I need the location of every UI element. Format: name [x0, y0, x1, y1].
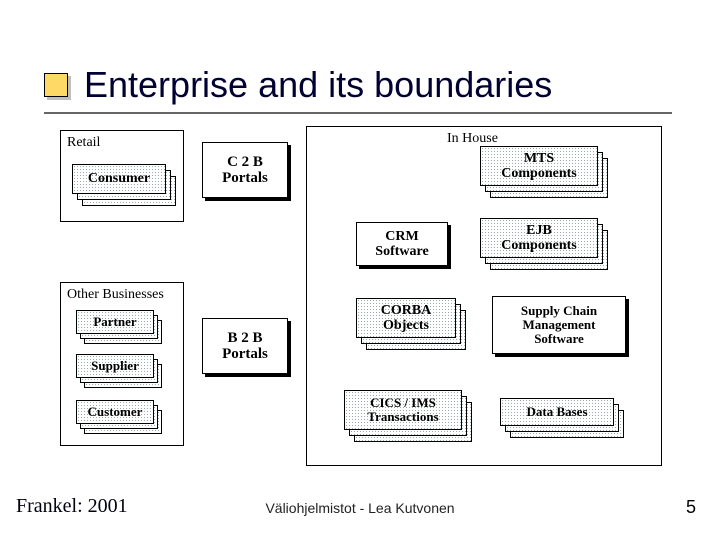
box-supplier-label: Supplier	[91, 359, 139, 373]
box-crm-label: CRM Software	[375, 229, 428, 260]
box-scm-label: Supply Chain Management Software	[521, 304, 597, 347]
box-mts: MTS Components	[480, 146, 608, 202]
box-databases: Data Bases	[500, 398, 626, 442]
box-customer: Customer	[76, 400, 166, 436]
box-c2b-label: C 2 B Portals	[222, 154, 268, 187]
box-databases-label: Data Bases	[526, 405, 587, 419]
slide-title: Enterprise and its boundaries	[84, 64, 552, 106]
box-mts-label: MTS Components	[501, 151, 576, 182]
box-ejb-label: EJB Components	[501, 223, 576, 254]
box-c2b: C 2 B Portals	[202, 142, 288, 198]
box-supplier: Supplier	[76, 354, 166, 390]
group-retail-label: Retail	[67, 135, 100, 151]
box-consumer: Consumer	[72, 164, 172, 214]
box-cics: CICS / IMS Transactions	[344, 390, 474, 446]
box-partner-label: Partner	[93, 315, 136, 329]
group-other-label: Other Businesses	[67, 287, 164, 303]
box-consumer-label: Consumer	[88, 171, 150, 186]
group-inhouse-label: In House	[447, 131, 498, 147]
box-customer-label: Customer	[88, 405, 143, 419]
title-underline	[44, 112, 672, 114]
title-bullet-icon	[44, 73, 68, 97]
box-b2b: B 2 B Portals	[202, 318, 288, 374]
box-ejb: EJB Components	[480, 218, 608, 274]
footer-center: Väliohjelmistot - Lea Kutvonen	[265, 500, 454, 516]
box-crm: CRM Software	[356, 222, 448, 266]
footer-citation: Frankel: 2001	[16, 495, 128, 518]
diagram-canvas: Retail Consumer C 2 B Portals In House M…	[60, 122, 670, 470]
footer-page-number: 5	[686, 497, 696, 518]
box-b2b-label: B 2 B Portals	[222, 330, 268, 363]
box-corba-label: CORBA Objects	[381, 303, 432, 334]
box-cics-label: CICS / IMS Transactions	[367, 396, 438, 425]
box-corba: CORBA Objects	[356, 298, 468, 354]
box-scm: Supply Chain Management Software	[492, 296, 626, 354]
title-bar: Enterprise and its boundaries	[44, 64, 552, 106]
box-partner: Partner	[76, 310, 166, 346]
